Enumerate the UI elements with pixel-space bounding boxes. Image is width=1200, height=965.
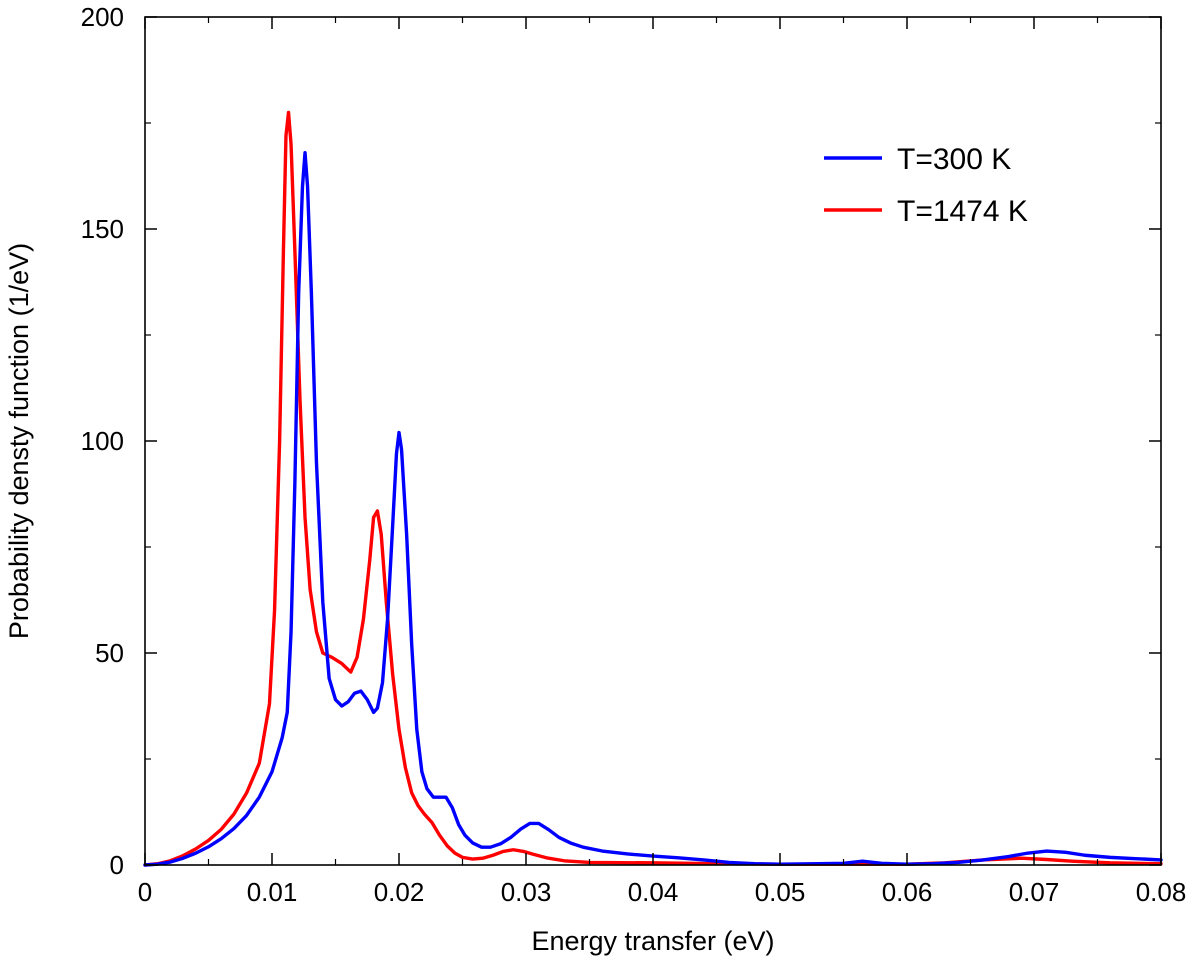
y-tick-label: 50 (95, 638, 124, 668)
y-tick-label: 150 (81, 214, 124, 244)
legend-label-1: T=1474 K (897, 195, 1028, 228)
legend: T=300 K T=1474 K (824, 143, 1028, 228)
series-layer (143, 110, 1163, 867)
legend-label-0: T=300 K (897, 143, 1011, 176)
series-line-0 (143, 150, 1163, 867)
x-tick-label: 0.01 (247, 877, 298, 907)
x-tick-label: 0.02 (374, 877, 425, 907)
plot-frame (144, 16, 1162, 866)
x-tick-label: 0.08 (1136, 877, 1187, 907)
x-tick-label: 0.04 (628, 877, 679, 907)
labels-layer: 0 0.01 0.02 0.03 0.04 0.05 0.06 0.07 0.08 0 50 100 1… (81, 2, 1187, 907)
y-tick-label: 100 (81, 426, 124, 456)
y-tick-label: 200 (81, 2, 124, 32)
x-tick-label: 0.07 (1009, 877, 1060, 907)
x-tick-label: 0.05 (755, 877, 806, 907)
x-tick-label: 0 (138, 877, 152, 907)
series-line-1 (143, 110, 1163, 867)
x-tick-label: 0.06 (882, 877, 933, 907)
x-tick-label: 0.03 (501, 877, 552, 907)
y-axis-title: Probability densty function (1/eV) (4, 243, 34, 639)
y-tick-label: 0 (110, 850, 124, 880)
x-axis-title: Energy transfer (eV) (531, 926, 774, 956)
